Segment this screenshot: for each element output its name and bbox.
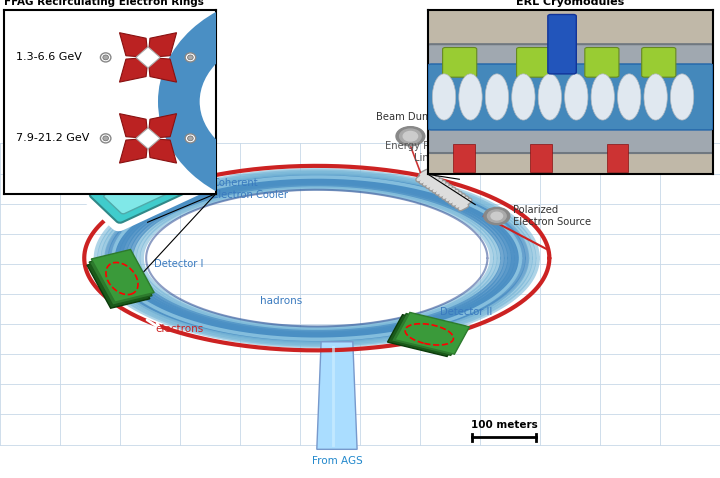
Polygon shape — [120, 57, 148, 82]
Ellipse shape — [512, 74, 535, 120]
FancyBboxPatch shape — [395, 313, 469, 354]
Circle shape — [103, 136, 109, 141]
Ellipse shape — [618, 74, 641, 120]
Polygon shape — [120, 114, 148, 139]
FancyBboxPatch shape — [443, 47, 477, 77]
Ellipse shape — [459, 74, 482, 120]
Circle shape — [403, 131, 418, 141]
FancyBboxPatch shape — [607, 144, 629, 172]
FancyBboxPatch shape — [548, 14, 576, 74]
FancyBboxPatch shape — [90, 155, 205, 223]
Circle shape — [400, 129, 421, 143]
Circle shape — [396, 127, 425, 146]
Text: Coherent
Electron Cooler: Coherent Electron Cooler — [212, 178, 288, 200]
Text: FFAG Recirculating Electron Rings: FFAG Recirculating Electron Rings — [4, 0, 204, 7]
FancyBboxPatch shape — [87, 256, 150, 308]
FancyBboxPatch shape — [426, 44, 716, 153]
FancyBboxPatch shape — [453, 144, 474, 172]
Circle shape — [188, 136, 193, 141]
Polygon shape — [317, 342, 357, 449]
Polygon shape — [136, 47, 160, 68]
Polygon shape — [148, 57, 176, 82]
Text: Polarized
Electron Source: Polarized Electron Source — [513, 205, 591, 227]
Circle shape — [487, 210, 506, 222]
Polygon shape — [148, 114, 176, 139]
Text: hadrons: hadrons — [260, 295, 302, 305]
Text: 7.9-21.2 GeV: 7.9-21.2 GeV — [17, 133, 90, 143]
Text: Detector I: Detector I — [154, 259, 204, 269]
Circle shape — [491, 212, 503, 220]
FancyBboxPatch shape — [516, 47, 551, 77]
Circle shape — [185, 134, 196, 143]
Circle shape — [484, 207, 510, 225]
Circle shape — [188, 55, 193, 60]
Text: 1.3-6.6 GeV: 1.3-6.6 GeV — [17, 53, 82, 63]
Polygon shape — [136, 128, 160, 149]
Ellipse shape — [591, 74, 614, 120]
FancyBboxPatch shape — [391, 314, 466, 355]
Text: electrons: electrons — [156, 324, 204, 334]
FancyBboxPatch shape — [89, 252, 152, 305]
Circle shape — [103, 55, 109, 60]
Text: From AGS: From AGS — [312, 456, 362, 467]
Text: Energy Recovery
Linac: Energy Recovery Linac — [385, 141, 469, 163]
Ellipse shape — [485, 74, 508, 120]
Ellipse shape — [538, 74, 562, 120]
FancyBboxPatch shape — [104, 164, 191, 214]
Circle shape — [100, 53, 111, 62]
Circle shape — [100, 134, 111, 143]
FancyBboxPatch shape — [585, 47, 619, 77]
Text: 100 meters: 100 meters — [471, 420, 537, 430]
Polygon shape — [120, 33, 148, 57]
Title: ERL Cryomodules: ERL Cryomodules — [516, 0, 625, 7]
FancyBboxPatch shape — [91, 250, 154, 302]
FancyBboxPatch shape — [530, 144, 552, 172]
FancyBboxPatch shape — [428, 64, 713, 130]
FancyBboxPatch shape — [387, 315, 462, 357]
Polygon shape — [148, 139, 176, 163]
Ellipse shape — [433, 74, 456, 120]
Text: Detector II: Detector II — [440, 307, 492, 317]
Polygon shape — [120, 139, 148, 163]
Ellipse shape — [670, 74, 694, 120]
Circle shape — [185, 53, 196, 62]
Ellipse shape — [564, 74, 588, 120]
FancyBboxPatch shape — [642, 47, 676, 77]
FancyBboxPatch shape — [82, 150, 213, 228]
Ellipse shape — [644, 74, 667, 120]
Polygon shape — [148, 33, 176, 57]
Text: Beam Dump: Beam Dump — [376, 112, 438, 122]
